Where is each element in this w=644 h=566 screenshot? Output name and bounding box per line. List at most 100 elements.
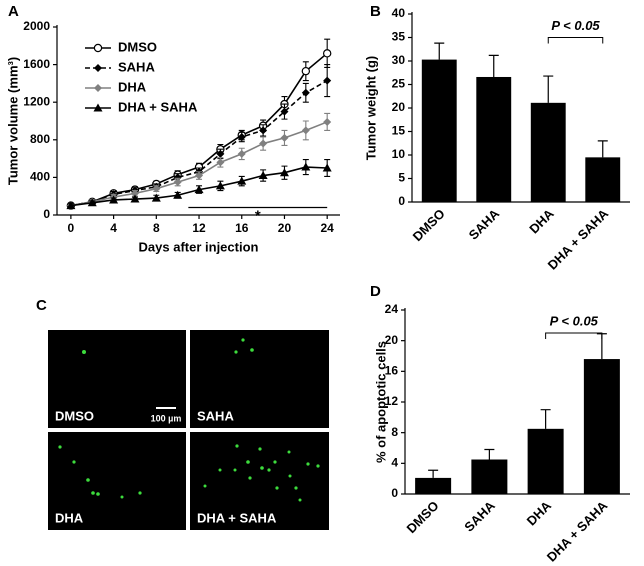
marker: [323, 76, 332, 85]
y-tick-label: 20: [385, 333, 399, 347]
marker: [301, 66, 311, 76]
marker: [322, 49, 332, 58]
x-tick-label: SAHA: [466, 206, 503, 243]
marker: [109, 195, 119, 204]
marker: [301, 126, 310, 135]
bar: [421, 59, 457, 203]
bar: [476, 76, 512, 202]
y-tick-label: 15: [392, 124, 406, 138]
x-tick-label: DMSO: [410, 206, 448, 244]
y-tick-label: 30: [392, 53, 406, 67]
series-line: [70, 52, 328, 207]
marker: [151, 193, 161, 202]
marker: [152, 184, 161, 193]
x-tick-label: 12: [192, 221, 206, 235]
y-tick-label: 400: [30, 170, 50, 184]
micrograph-panel: C 100 µm DMSO SAHA DHA DHA + SAHA: [36, 297, 329, 530]
y-tick-label: 0: [398, 194, 405, 208]
marker: [237, 132, 246, 141]
legend-marker: [93, 103, 103, 112]
legend-label: DHA: [118, 79, 147, 94]
y-tick-label: 4: [391, 456, 398, 470]
x-tick-label: 20: [278, 221, 292, 235]
marker: [87, 198, 97, 207]
marker: [322, 163, 332, 172]
marker: [173, 178, 182, 187]
micrograph: [48, 432, 186, 530]
marker: [195, 171, 204, 180]
error-bar: [540, 409, 551, 429]
error-bar: [484, 448, 495, 460]
y-tick-label: 5: [398, 171, 405, 185]
x-tick-label: 4: [110, 221, 117, 235]
marker: [323, 117, 332, 126]
y-tick-label: 12: [385, 394, 399, 408]
marker: [259, 139, 268, 148]
error-bar: [543, 75, 554, 103]
x-tick-label: 16: [235, 221, 249, 235]
scale-label: 100 µm: [151, 413, 182, 423]
y-tick-label: 35: [392, 30, 406, 44]
marker: [237, 176, 247, 185]
cells: [58, 338, 320, 502]
significance-bracket: [545, 332, 603, 339]
y-tick-label: 20: [392, 100, 406, 114]
error-bar: [434, 42, 445, 60]
y-tick-label: 8: [391, 425, 398, 439]
y-tick-label: 0: [43, 207, 50, 221]
y-tick-label: 1200: [23, 94, 50, 108]
x-tick-label: DHA + SAHA: [544, 498, 611, 565]
y-tick-label: 24: [385, 302, 399, 316]
legend-marker: [94, 84, 102, 92]
image-label: DHA + SAHA: [197, 510, 277, 525]
significance-label: *: [255, 207, 261, 224]
micrograph: [190, 330, 329, 428]
y-axis-label: Tumor volume (mm³): [5, 57, 20, 185]
marker: [216, 149, 225, 158]
marker: [237, 149, 246, 158]
marker: [173, 190, 183, 199]
marker: [258, 171, 268, 180]
image-label: DMSO: [55, 408, 94, 423]
x-tick-label: DMSO: [403, 498, 441, 536]
legend-label: SAHA: [118, 59, 155, 74]
marker: [216, 158, 225, 167]
marker: [279, 168, 289, 177]
panel-letter: A: [8, 3, 19, 20]
x-tick-label: 8: [153, 221, 160, 235]
y-tick-label: 0: [391, 486, 398, 500]
y-axis-label: % of apoptotic cells: [373, 341, 388, 463]
legend-marker: [94, 64, 102, 72]
image-label: SAHA: [197, 408, 234, 423]
y-tick-label: 1600: [23, 57, 50, 71]
error-bar: [488, 54, 499, 77]
marker: [301, 162, 311, 171]
significance-label: P < 0.05: [550, 313, 599, 328]
bar: [530, 102, 566, 202]
x-tick-label: DHA: [524, 498, 555, 529]
bar: [471, 459, 508, 494]
marker: [301, 88, 310, 97]
marker: [130, 189, 139, 198]
y-tick-label: 40: [392, 6, 406, 20]
bar: [585, 157, 621, 202]
marker: [194, 185, 204, 194]
y-axis-label: Tumor weight (g): [363, 56, 378, 160]
error-bar: [428, 469, 439, 478]
marker: [280, 133, 289, 142]
x-tick-label: DHA: [526, 206, 557, 237]
micrograph: [48, 330, 186, 428]
y-tick-label: 16: [385, 364, 399, 378]
marker: [280, 107, 289, 116]
image-label: DHA: [55, 510, 84, 525]
legend-label: DMSO: [118, 39, 157, 54]
significance-bracket: [547, 37, 604, 44]
panel-letter: D: [370, 283, 381, 300]
significance-label: P < 0.05: [551, 18, 600, 33]
error-bar: [597, 140, 608, 158]
marker: [259, 126, 268, 135]
marker: [173, 173, 182, 182]
marker: [66, 201, 76, 210]
panel-letter: B: [370, 3, 381, 20]
